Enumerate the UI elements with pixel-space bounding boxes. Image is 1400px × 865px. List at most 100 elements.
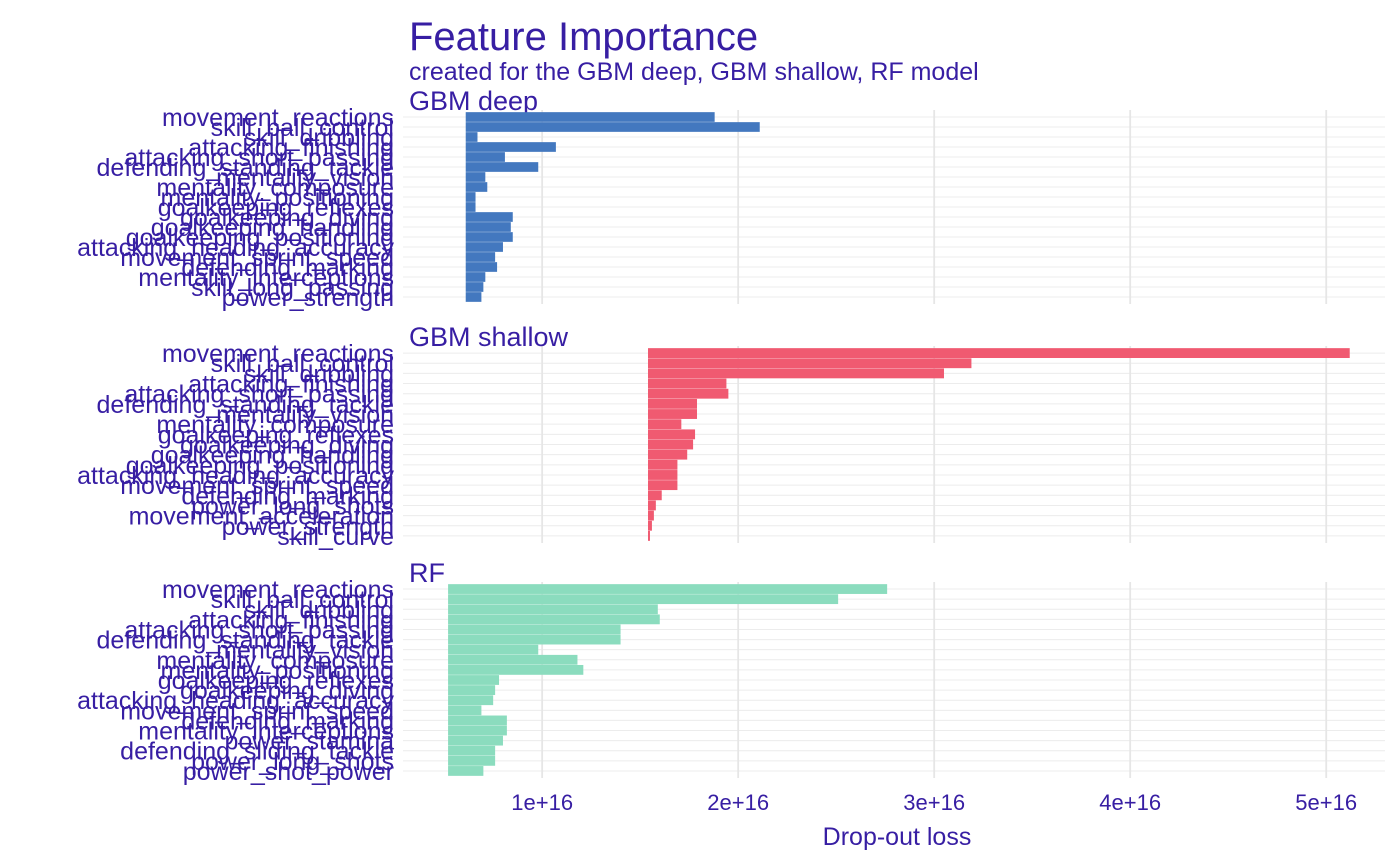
bar xyxy=(465,182,488,192)
bar xyxy=(465,202,476,212)
bar xyxy=(465,112,715,122)
y-tick-label: defending_marking xyxy=(181,707,394,735)
y-tick-label: attacking_short_passing xyxy=(124,616,394,644)
y-tick-label: skill_long_passing xyxy=(191,274,394,302)
y-tick-label: skill_ball_control xyxy=(211,586,394,614)
bar xyxy=(648,459,678,470)
y-tick-label: mentality_vision xyxy=(216,637,394,665)
bar xyxy=(648,480,678,491)
y-tick-label: skill_dribbling xyxy=(244,124,394,152)
bar xyxy=(648,348,1350,359)
x-tick-label: 5e+16 xyxy=(1295,790,1357,815)
y-tick-label: mentality_vision xyxy=(216,164,394,192)
y-tick-label: attacking_short_passing xyxy=(124,144,394,172)
panel-title: RF xyxy=(409,558,445,588)
bar xyxy=(465,132,478,142)
y-tick-label: skill_curve xyxy=(277,523,394,551)
bar xyxy=(448,614,660,625)
y-tick-label: movement_reactions xyxy=(162,340,394,368)
y-tick-label: movement_acceleration xyxy=(129,503,394,531)
y-tick-label: defending_standing_tackle xyxy=(97,154,394,182)
bar xyxy=(448,594,839,605)
y-tick-label: attacking_short_passing xyxy=(124,381,394,409)
panels-layer: GBM deepmovement_reactionsskill_ball_con… xyxy=(77,86,1385,786)
y-tick-label: power_long_shots xyxy=(191,748,394,776)
panel-2: RF movement_reactionsskill_ball_controlsk… xyxy=(77,558,1385,786)
bar xyxy=(448,745,496,756)
panel-1: GBM shallow movement_reactionsskill_ball_… xyxy=(77,322,1385,551)
bar xyxy=(465,212,513,222)
x-axis: 1e+16 2e+16 3e+16 4e+16 5e+16 xyxy=(511,790,1357,815)
bar xyxy=(465,152,505,162)
bar xyxy=(648,429,696,440)
bar xyxy=(648,388,729,399)
y-tick-label: goalkeeping_positioning xyxy=(126,224,394,252)
bar xyxy=(648,510,654,521)
y-tick-label: defending_marking xyxy=(181,254,394,282)
bar xyxy=(465,242,503,252)
bar xyxy=(448,685,496,696)
y-tick-label: mentality_vision xyxy=(216,401,394,429)
bar xyxy=(448,664,584,675)
bar xyxy=(648,490,662,501)
x-tick-label: 3e+16 xyxy=(903,790,965,815)
bar xyxy=(465,272,486,282)
bar xyxy=(465,192,476,202)
bar xyxy=(448,715,507,726)
y-tick-label: attacking_finishing xyxy=(188,371,394,399)
y-tick-label: power_shot_power xyxy=(183,758,394,786)
y-tick-label: skill_ball_control xyxy=(211,350,394,378)
y-tick-label: defending_marking xyxy=(181,482,394,510)
bar xyxy=(648,368,944,379)
bar xyxy=(648,439,694,450)
y-tick-label: movement_reactions xyxy=(162,104,394,132)
bar xyxy=(648,398,698,409)
chart-title: Feature Importance xyxy=(409,15,758,59)
y-tick-label: mentality_positioning xyxy=(161,657,394,685)
bar xyxy=(465,292,482,302)
y-tick-label: goalkeeping_diving xyxy=(180,432,394,460)
bar xyxy=(465,252,496,262)
x-tick-label: 1e+16 xyxy=(511,790,573,815)
bar xyxy=(465,262,498,272)
y-tick-label: attacking_heading_accuracy xyxy=(77,462,394,490)
y-tick-label: mentality_composure xyxy=(156,174,394,202)
bar xyxy=(448,644,539,655)
y-tick-label: skill_dribbling xyxy=(244,596,394,624)
bar xyxy=(448,705,482,716)
y-tick-label: power_long_shots xyxy=(191,492,394,520)
bar xyxy=(448,604,658,615)
panel-0: GBM deep movement_reactionsskill_ball_con… xyxy=(77,86,1385,312)
bar xyxy=(648,500,656,511)
x-tick-label: 4e+16 xyxy=(1099,790,1161,815)
bar xyxy=(448,755,496,766)
bar xyxy=(448,695,494,706)
y-tick-label: power_strength xyxy=(222,284,394,312)
y-tick-label: movement_reactions xyxy=(162,576,394,604)
bar xyxy=(465,222,511,232)
y-tick-label: attacking_finishing xyxy=(188,134,394,162)
y-tick-label: mentality_interceptions xyxy=(138,718,394,746)
panel-title: GBM deep xyxy=(409,86,538,116)
bar xyxy=(648,409,698,419)
chart-subtitle: created for the GBM deep, GBM shallow, R… xyxy=(409,58,979,86)
y-tick-label: skill_dribbling xyxy=(244,360,394,388)
y-tick-label: movement_sprint_speed xyxy=(120,697,394,725)
y-tick-label: skill_ball_control xyxy=(211,114,394,142)
y-tick-label: attacking_heading_accuracy xyxy=(77,687,394,715)
y-tick-label: goalkeeping_reflexes xyxy=(158,194,394,222)
y-tick-label: defending_sliding_tackle xyxy=(120,738,394,766)
y-tick-label: goalkeeping_handling xyxy=(151,214,394,242)
y-tick-label: movement_sprint_speed xyxy=(120,472,394,500)
y-tick-label: goalkeeping_positioning xyxy=(126,452,394,480)
bar xyxy=(448,584,888,594)
y-tick-label: movement_sprint_speed xyxy=(120,244,394,272)
bar xyxy=(465,162,539,172)
bar xyxy=(448,634,621,645)
bar xyxy=(648,378,727,389)
bar xyxy=(465,282,484,292)
bar xyxy=(448,654,578,665)
y-tick-label: goalkeeping_diving xyxy=(180,677,394,705)
y-tick-label: mentality_composure xyxy=(156,411,394,439)
